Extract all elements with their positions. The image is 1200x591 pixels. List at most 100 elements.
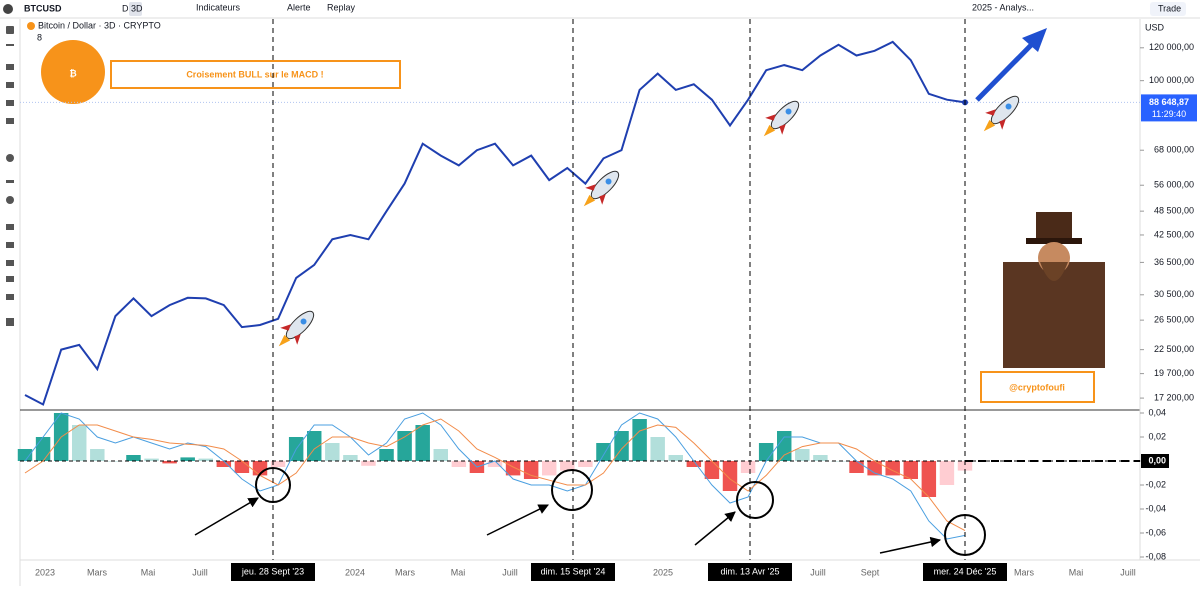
bitcoin-logo	[41, 40, 105, 104]
rocket-body	[590, 170, 620, 200]
rocket-fins	[985, 109, 1006, 130]
histogram-bar	[180, 457, 195, 461]
instrument-legend: Bitcoin / Dollar · 3D · CRYPTO	[38, 20, 161, 30]
date-tag-label: jeu. 28 Sept '23	[241, 566, 304, 576]
x-tick-label: Mai	[451, 567, 466, 577]
bitcoin-symbol: ₿	[69, 68, 76, 78]
histogram-bar	[198, 458, 213, 461]
interval-active	[129, 2, 142, 16]
y-tick-label: 26 500,00	[1154, 315, 1194, 325]
indicators-button[interactable]: Indicateurs	[196, 2, 241, 12]
histogram-bar	[379, 449, 394, 461]
histogram-bar	[35, 437, 51, 461]
instrument-icon	[27, 22, 35, 30]
histogram-bar	[361, 461, 376, 466]
x-tick-label: Mars	[1014, 567, 1034, 577]
histogram-bar	[777, 431, 792, 461]
histogram-bar	[451, 461, 467, 467]
symbol[interactable]: BTCUSD	[24, 3, 62, 13]
currency: USD	[1145, 22, 1165, 32]
y-tick-label: -0,06	[1145, 527, 1166, 537]
pointer-arrow	[879, 536, 942, 554]
rocket-body	[770, 100, 800, 130]
histogram-bar	[596, 443, 611, 461]
y-tick-label: 19 700,00	[1154, 368, 1194, 378]
crossover-circle	[551, 469, 593, 511]
rocket-body	[285, 310, 315, 340]
histogram-bar	[162, 461, 177, 464]
handle-box	[980, 371, 1095, 403]
histogram-bar	[921, 461, 937, 497]
alert-button[interactable]: Alerte	[287, 2, 311, 12]
histogram-bar	[270, 461, 286, 467]
rocket-window	[300, 318, 307, 325]
histogram-bar	[144, 458, 159, 461]
histogram-bar	[487, 461, 503, 467]
histogram-bar	[903, 461, 918, 479]
date-tag-label: dim. 15 Sept '24	[541, 566, 606, 576]
rocket-body	[990, 95, 1020, 125]
left-toolbar	[0, 19, 20, 586]
price-tag-value: 88 648,87	[1149, 97, 1189, 107]
histogram-bar	[523, 461, 539, 479]
rocket	[983, 95, 1020, 132]
x-tick-label: Juill	[1120, 567, 1136, 577]
y-tick-label: 68 000,00	[1154, 145, 1194, 155]
y-tick-label: -0,02	[1145, 479, 1166, 489]
histogram-bar	[415, 425, 430, 461]
crossover-circle	[736, 481, 774, 519]
histogram-bar	[867, 461, 882, 476]
top-toolbar	[0, 0, 1200, 18]
tool-icons[interactable]	[6, 26, 14, 326]
layout-name[interactable]: 2025 - Analys...	[972, 2, 1034, 12]
histogram-bar	[813, 455, 828, 461]
rocket-fins	[765, 114, 786, 135]
y-tick-label: 0,00	[1148, 455, 1166, 465]
date-tag	[531, 563, 615, 581]
histogram-bar	[126, 455, 141, 461]
crossover-circle	[944, 514, 986, 556]
rocket-window	[785, 108, 792, 115]
y-tick-label: 30 500,00	[1154, 289, 1194, 299]
histogram-bar	[650, 437, 665, 461]
date-tag-label: mer. 24 Déc '25	[934, 566, 997, 576]
rocket-window	[605, 178, 612, 185]
y-tick-label: 22 500,00	[1154, 344, 1194, 354]
histogram-bar	[560, 461, 575, 471]
replay-button[interactable]: Replay	[327, 2, 356, 12]
histogram-bar	[849, 461, 864, 473]
x-tick-label: Juill	[192, 567, 208, 577]
y-tick-label: 100 000,00	[1149, 75, 1194, 85]
author-photo	[1003, 212, 1105, 368]
x-tick-label: 2024	[345, 567, 365, 577]
x-tick-label: Juill	[810, 567, 826, 577]
histogram-bar	[578, 461, 593, 467]
x-tick-label: Mars	[395, 567, 415, 577]
crossover-circle	[255, 467, 291, 503]
trend-arrow-head	[1022, 28, 1047, 52]
histogram-bar	[795, 449, 810, 461]
rocket-fins	[585, 184, 606, 205]
histogram-bar	[343, 455, 358, 461]
histogram-bar	[234, 461, 250, 473]
histogram-bar	[704, 461, 720, 479]
pointer-arrow	[694, 511, 736, 546]
handle: @cryptofoufi	[1009, 382, 1065, 392]
histogram-bar	[17, 449, 33, 461]
trade-button-bg	[1150, 2, 1186, 16]
avatar[interactable]	[3, 4, 13, 14]
histogram-bar	[325, 443, 340, 461]
y-tick-label: -0,08	[1145, 551, 1166, 561]
rocket-flame	[278, 334, 291, 347]
rocket-fins	[280, 324, 301, 345]
x-tick-label: Mai	[1069, 567, 1084, 577]
interval[interactable]: D	[122, 3, 129, 13]
macd-line	[24, 412, 966, 540]
trade-button[interactable]: Trade	[1158, 3, 1181, 13]
histogram-bar	[668, 455, 683, 461]
interval[interactable]: 3D	[131, 3, 143, 13]
price-line	[24, 40, 966, 406]
y-tick-label: -0,04	[1145, 503, 1166, 513]
zero-tag	[1141, 454, 1169, 468]
